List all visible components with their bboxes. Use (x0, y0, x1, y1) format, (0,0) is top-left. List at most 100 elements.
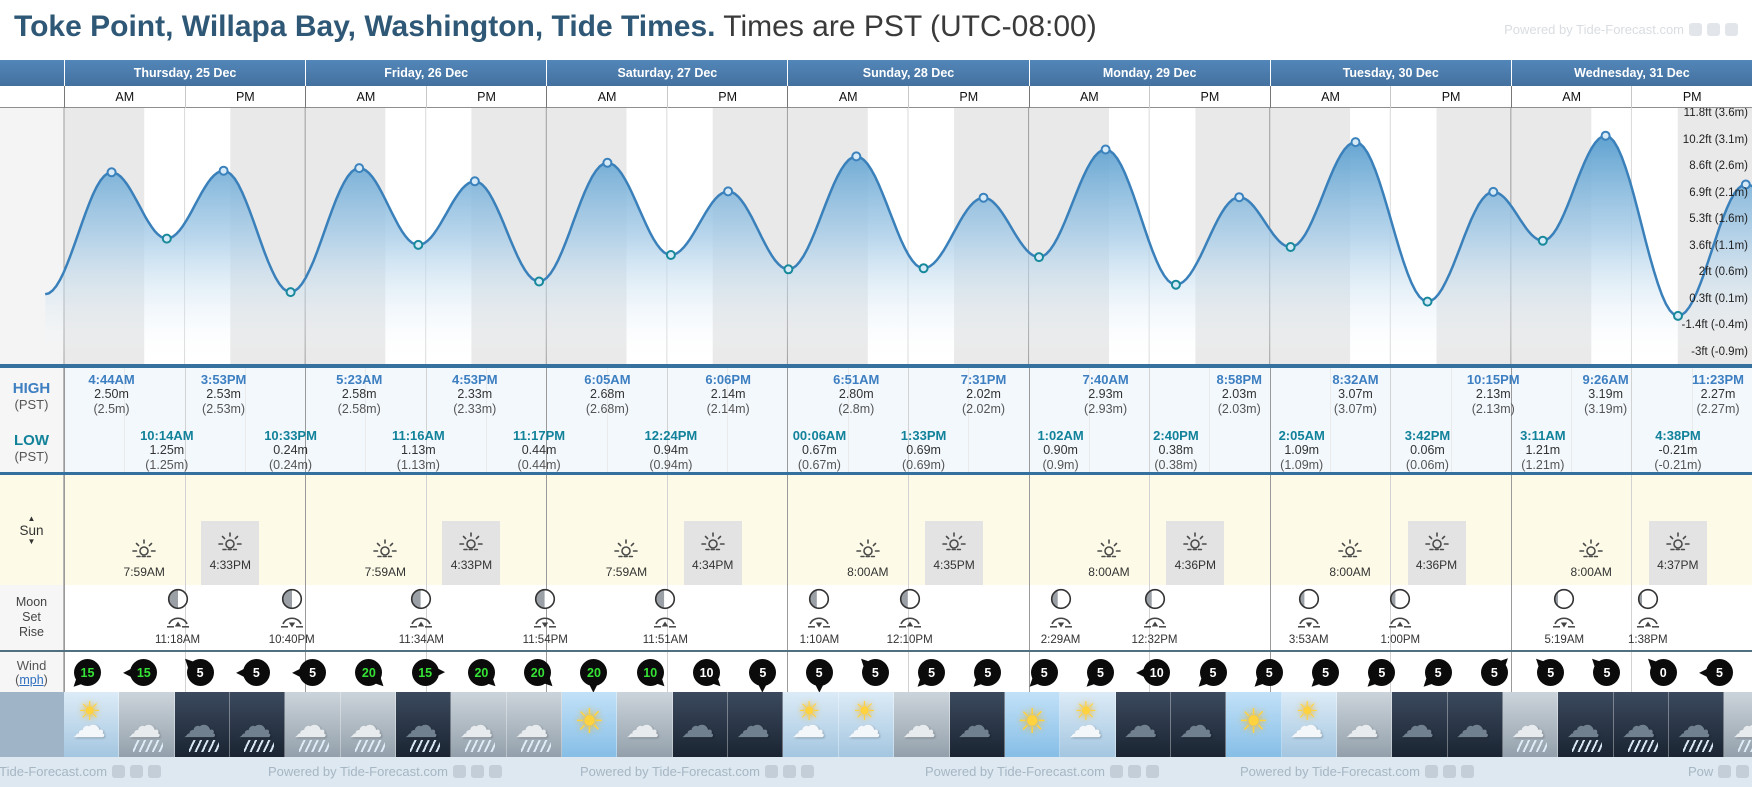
rain-icon (1682, 740, 1713, 752)
high-tide-height-alt: (2.27m) (1696, 402, 1740, 416)
low-tide-time: 00:06AM (792, 428, 847, 443)
wind-speed-value: 15 (411, 659, 439, 686)
high-tide-height-alt: (2.5m) (93, 402, 130, 416)
rain-icon (133, 740, 164, 752)
watermark-bottom[interactable]: Powered by Tide-Forecast.com (925, 764, 1159, 779)
watermark-top[interactable]: Powered by Tide-Forecast.com (1504, 22, 1738, 37)
quarter-divider (365, 368, 367, 424)
low-tide-height: 0.24m (273, 443, 308, 457)
half-divider (666, 424, 668, 472)
watermark-top-text: Powered by Tide-Forecast.com (1504, 22, 1684, 37)
moon-set-time: 5:19AM (1544, 634, 1585, 646)
rain-icon (299, 740, 330, 752)
moon-rise-item: 11:51AM (633, 588, 697, 647)
quarter-divider (1330, 424, 1331, 472)
tide-high-marker (602, 157, 613, 168)
quarter-divider (606, 368, 608, 424)
mph-link[interactable]: mph (19, 672, 44, 687)
moon-set-item: 11:54PM (513, 588, 577, 647)
weather-tile-sun: ☀ (1226, 692, 1282, 757)
quarter-divider (486, 368, 487, 424)
wind-indicator: 5 ▶ (181, 654, 220, 692)
wind-indicator: 10 ▶ (1136, 654, 1176, 692)
am-pm-row: AM PM AM PM AM PM AM PM AM PM AM PM AM PM (0, 86, 1752, 108)
half-divider (425, 424, 427, 472)
watermark-bottom[interactable]: Powered by Tide-Forecast.com (1240, 764, 1474, 779)
wind-speed-value: 5 (1199, 659, 1227, 686)
sunset-time: 4:33PM (450, 558, 493, 572)
rain-cloud-icon: ☁ (514, 707, 549, 745)
half-divider (1631, 424, 1633, 472)
watermark-bottom[interactable]: Pow (1688, 764, 1752, 779)
sunset-item: 4:33PM (442, 521, 501, 585)
low-tide-time: 10:14AM (140, 428, 194, 443)
night-cloud-icon: ☁ (957, 707, 992, 745)
sun-row-label: ▲ Sun ▼ (0, 475, 64, 585)
low-tide-time: 1:33PM (900, 428, 947, 443)
watermark-text: Powered by Tide-Forecast.com (925, 764, 1105, 779)
wind-indicator: 5 ▶ (1082, 654, 1120, 692)
wind-direction-arrow-icon: ▶ (123, 667, 132, 679)
day-divider (787, 585, 789, 650)
sunset-time: 4:36PM (1415, 558, 1458, 572)
app-badge-icon (148, 765, 162, 778)
sunset-time: 4:35PM (933, 558, 975, 572)
day-divider (305, 424, 307, 472)
day-divider (1269, 475, 1271, 585)
low-tide-time: 11:17PM (513, 428, 566, 443)
watermark-bottom[interactable]: Powered by Tide-Forecast.com (268, 764, 502, 779)
low-tide-height: 1.25m (149, 443, 185, 457)
night-cloud-icon: ☁ (1455, 707, 1490, 745)
night-cloud-icon: ☁ (1123, 707, 1158, 745)
divider-top (0, 364, 1752, 368)
wind-speed-value: 5 (805, 659, 833, 686)
high-tide-height-alt: (2.8m) (838, 402, 875, 416)
low-tide-entry: 1:33PM 0.69m (0.69m) (901, 428, 947, 472)
low-tide-height-alt: (0.44m) (517, 458, 561, 472)
day-divider (1510, 424, 1512, 472)
quarter-divider (124, 424, 126, 472)
night-rain-cloud-icon: ☁ (182, 707, 217, 745)
wind-speed-value: 5 (1537, 659, 1565, 686)
day-divider (1269, 585, 1271, 650)
moon-set-icon (787, 614, 851, 633)
high-tide-entry: 5:23AM 2.58m (2.58m) (336, 372, 382, 417)
sunset-time: 4:37PM (1657, 558, 1699, 572)
sunset-time: 4:33PM (209, 558, 251, 572)
moon-phase-icon (1553, 588, 1575, 614)
watermark-bottom[interactable]: ed by Tide-Forecast.com (0, 764, 162, 779)
watermark-bottom[interactable]: Powered by Tide-Forecast.com (580, 764, 814, 779)
wind-speed-value: 10 (636, 659, 664, 686)
quarter-divider (1571, 368, 1573, 424)
weather-tile-night-cloud: ☁ (1447, 692, 1503, 757)
moon-phase-icon (899, 588, 921, 614)
am-cell-2: AM (546, 86, 667, 108)
high-tz-label: (PST) (14, 397, 49, 412)
sunrise-item: 8:00AM (1321, 536, 1379, 579)
sunrise-arrow-icon: ▲ (27, 513, 36, 523)
sun-icon: ☀ (78, 696, 102, 726)
tide-high-marker (723, 186, 734, 197)
low-tide-entry: 3:11AM 1.21m (1.21m) (1520, 428, 1566, 472)
day-divider (1510, 368, 1512, 424)
rain-icon (1627, 740, 1658, 752)
day-divider (787, 652, 789, 692)
high-tide-height-alt: (2.02m) (961, 402, 1006, 416)
low-tide-height-alt: (1.21m) (1521, 458, 1565, 472)
rain-icon (1738, 740, 1752, 752)
weather-tile-rain: ☁ (1724, 692, 1752, 757)
weather-tile-rain: ☁ (285, 692, 341, 757)
low-tide-height-alt: (0.06m) (1405, 458, 1449, 472)
weather-tile-sun: ☀ (1004, 692, 1061, 757)
tide-low-marker (1422, 296, 1433, 307)
moon-phase-icon (1050, 588, 1072, 614)
wind-indicator: 20 ▶ (575, 654, 613, 692)
quarter-divider (1691, 368, 1693, 424)
sun-icon: ☀ (1238, 703, 1269, 741)
low-tide-row: LOW (PST) 10:14AM 1.25m (1.25m) 10:33PM 0.24… (0, 424, 1752, 472)
wind-indicator: 5 ▶ (913, 654, 951, 692)
day-header-1: Friday, 26 Dec (305, 60, 546, 86)
high-tide-entry: 4:53PM 2.33m (2.33m) (452, 372, 498, 417)
cloud-icon: ☁ (625, 707, 660, 745)
